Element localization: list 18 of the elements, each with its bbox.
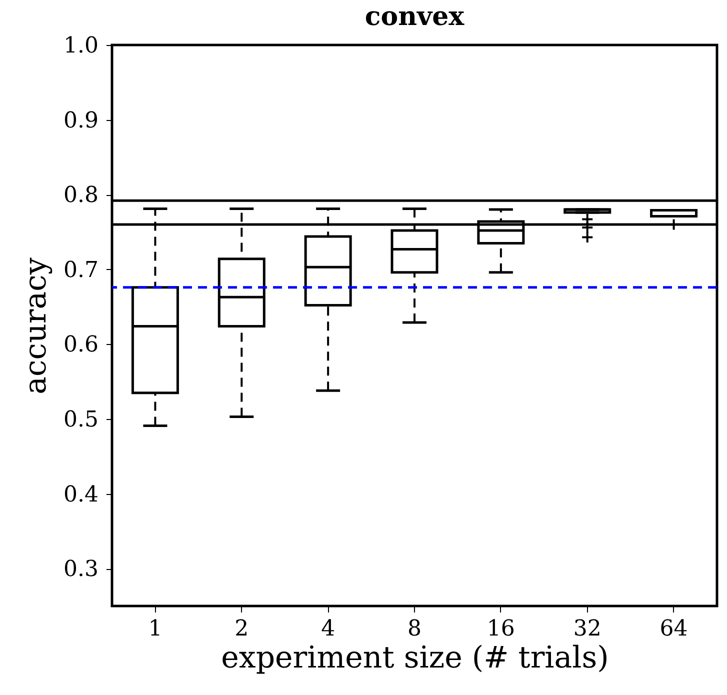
x-tick-label: 32: [573, 616, 602, 642]
y-axis-title: accuracy: [18, 258, 54, 394]
y-tick-label: 0.3: [64, 557, 98, 582]
x-tick-label: 16: [486, 616, 515, 642]
y-tick-label: 1.0: [64, 34, 98, 58]
y-tick-label: 0.6: [64, 332, 98, 358]
x-axis-title: experiment size (# trials): [221, 640, 609, 676]
x-tick-label: 64: [660, 616, 688, 642]
y-tick-label: 0.4: [64, 482, 98, 508]
y-tick-label: 0.7: [64, 258, 98, 283]
chart-title: convex: [364, 2, 465, 32]
x-tick-label: 4: [321, 616, 336, 642]
x-tick-label: 1: [148, 616, 162, 642]
y-tick-label: 0.9: [64, 108, 98, 134]
y-tick-label: 0.5: [64, 408, 98, 432]
x-tick-label: 2: [234, 616, 249, 642]
x-tick-label: 8: [408, 616, 422, 642]
y-tick-label: 0.8: [64, 183, 98, 208]
